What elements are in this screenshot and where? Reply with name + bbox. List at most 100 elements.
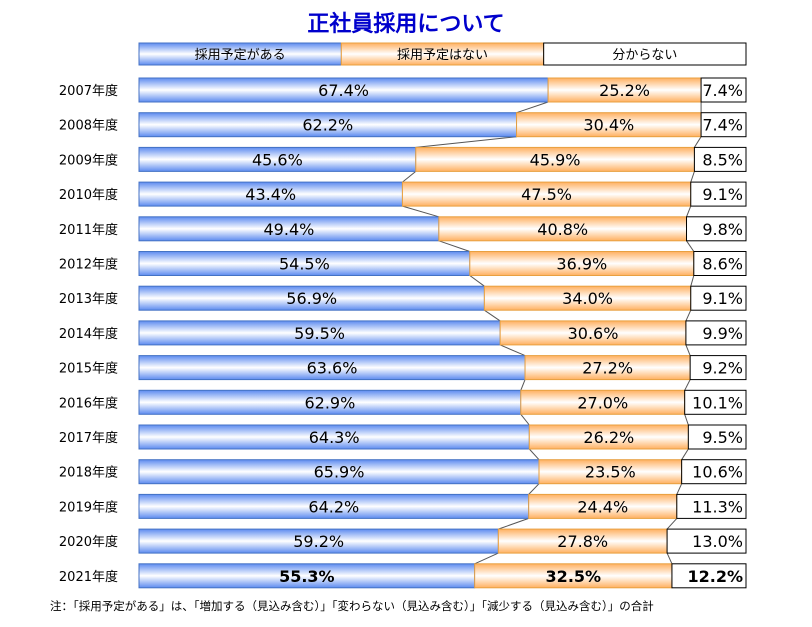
bar-segment <box>538 459 683 485</box>
bar-segment <box>138 459 540 485</box>
data-label: 12.2% <box>687 567 743 586</box>
data-label: 62.9% <box>304 393 355 412</box>
bar-segment <box>671 563 747 589</box>
data-label: 7.4% <box>702 81 743 100</box>
data-label: 8.6% <box>702 255 743 274</box>
category-label: 2013年度 <box>59 291 118 307</box>
bar-segment <box>547 77 702 103</box>
data-label: 63.6% <box>307 359 358 378</box>
connector-line <box>516 101 549 114</box>
bar-segment <box>690 285 747 311</box>
bar-segment <box>685 320 747 346</box>
data-label: 59.5% <box>294 324 345 343</box>
data-label: 27.8% <box>557 532 608 551</box>
footnote: 注：「採用予定がある」は、「増加する（見込み含む）」「変わらない（見込み含む）」… <box>50 599 654 613</box>
legend-label-1: 採用予定がある <box>195 48 286 63</box>
category-label: 2017年度 <box>59 430 118 446</box>
bar-segment <box>689 355 747 381</box>
data-label: 10.1% <box>692 393 743 412</box>
bar-segment <box>684 389 747 415</box>
chart-title: 正社員採用について <box>307 12 505 37</box>
bar-segment <box>138 320 501 346</box>
data-label: 34.0% <box>562 289 613 308</box>
bar-segment <box>693 146 747 172</box>
data-label: 23.5% <box>585 463 636 482</box>
connector-line <box>528 448 540 461</box>
bar-segment <box>516 112 702 138</box>
connector-line <box>686 205 692 217</box>
data-label: 45.9% <box>530 150 581 169</box>
category-label: 2008年度 <box>59 118 118 134</box>
category-label: 2021年度 <box>59 569 118 585</box>
data-label: 7.4% <box>702 116 743 135</box>
category-label: 2007年度 <box>59 83 118 99</box>
data-label: 65.9% <box>314 463 365 482</box>
connector-line <box>520 413 530 426</box>
connector-line <box>498 517 529 530</box>
legend-swatch-3 <box>543 42 747 66</box>
bar-segment <box>138 216 440 242</box>
data-label: 64.2% <box>308 497 359 516</box>
data-label: 43.4% <box>245 185 296 204</box>
data-label: 27.0% <box>577 393 628 412</box>
data-label: 32.5% <box>546 567 602 586</box>
bar-segment <box>138 251 471 276</box>
connector-line <box>528 483 540 495</box>
legend-label-3: 分からない <box>612 48 677 63</box>
data-label: 45.6% <box>252 150 303 169</box>
legend-label-2: 採用予定はない <box>397 48 488 63</box>
bar-segment <box>528 424 689 450</box>
data-label: 54.5% <box>279 255 330 274</box>
data-label: 9.2% <box>702 359 743 378</box>
connector-line <box>693 136 702 148</box>
bar-segment <box>138 112 518 138</box>
bar-segment <box>474 563 673 589</box>
data-label: 47.5% <box>521 185 572 204</box>
data-label: 9.1% <box>702 185 743 204</box>
bar-segment <box>138 424 530 450</box>
data-label: 26.2% <box>583 428 634 447</box>
connector-line <box>666 518 678 530</box>
data-label: 9.5% <box>702 428 743 447</box>
connector-line <box>685 309 692 322</box>
bar-segment <box>524 355 691 381</box>
bar-segment <box>700 112 747 138</box>
connector-line <box>690 171 695 183</box>
category-label: 2011年度 <box>59 222 118 238</box>
data-label: 10.6% <box>692 463 743 482</box>
connector-line <box>438 240 470 252</box>
bar-segment <box>528 493 678 519</box>
data-label: 24.4% <box>577 497 628 516</box>
data-label: 56.9% <box>286 289 337 308</box>
data-label: 67.4% <box>318 81 369 100</box>
data-label: 49.4% <box>264 220 315 239</box>
data-label: 27.2% <box>582 359 633 378</box>
connector-line <box>686 240 695 252</box>
category-label: 2009年度 <box>59 152 118 168</box>
category-label: 2010年度 <box>59 187 118 203</box>
bar-segment <box>690 181 747 207</box>
bar-segment <box>676 493 747 519</box>
bar-segment <box>138 389 522 415</box>
category-label: 2016年度 <box>59 395 118 411</box>
data-label: 55.3% <box>279 567 335 586</box>
bar-segment <box>687 424 747 450</box>
data-label: 8.5% <box>702 150 743 169</box>
bar-segment <box>138 355 526 381</box>
connector-line <box>684 414 689 426</box>
connector-line <box>402 171 417 183</box>
connector-line <box>690 275 695 287</box>
data-label: 59.2% <box>293 532 344 551</box>
bar-segment <box>138 493 530 519</box>
data-label: 30.6% <box>568 324 619 343</box>
connector-line <box>685 344 691 356</box>
category-label: 2020年度 <box>59 534 118 550</box>
data-label: 9.1% <box>702 289 743 308</box>
bar-segment <box>138 181 403 207</box>
connector-line <box>681 448 689 460</box>
bar-segment <box>700 77 747 103</box>
connector-line <box>520 379 526 391</box>
connector-line <box>474 552 499 565</box>
data-label: 62.2% <box>302 116 353 135</box>
